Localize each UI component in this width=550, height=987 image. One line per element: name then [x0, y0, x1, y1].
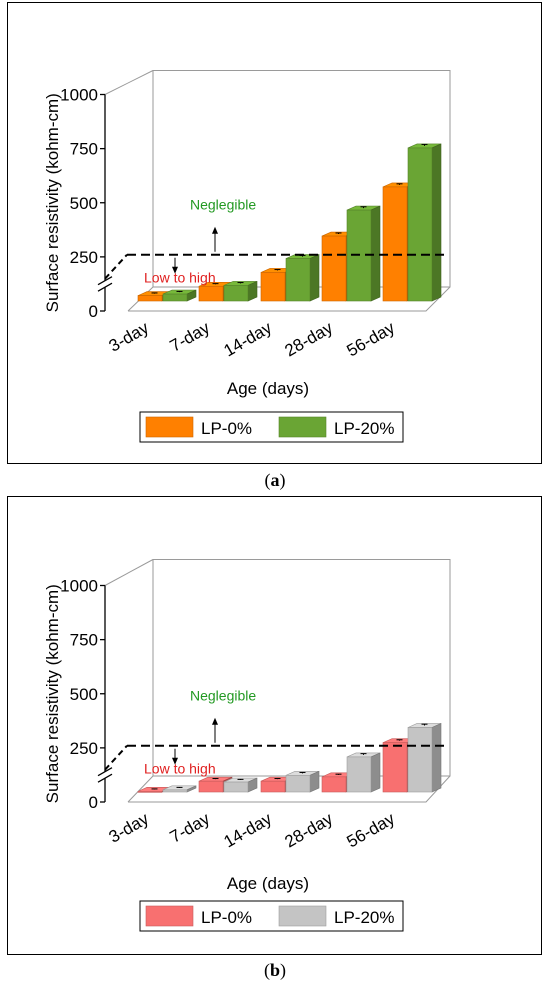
- a-y-tick-label: 0: [89, 302, 98, 321]
- b-y-tick-label: 1000: [60, 577, 98, 596]
- a-bar-side: [370, 205, 381, 302]
- b-x-axis-label: Age (days): [227, 874, 309, 893]
- a-bar-LP-20%-28-day: [346, 205, 381, 302]
- b-y-tick-label: 0: [89, 793, 98, 812]
- b-down-arrow-head: [172, 757, 178, 765]
- a-legend: LP-0% LP-20%: [139, 411, 404, 443]
- a-bar-front: [260, 272, 286, 302]
- a-axis-break-mark-bottom: [97, 282, 113, 292]
- a-legend-swatch: [278, 416, 327, 438]
- chart-panel-b: 0 250 500 750 1000 Surface resistivity (kohm-…: [7, 496, 542, 955]
- a-bar-LP-20%-7-day: [223, 280, 258, 302]
- a-bar-front: [285, 258, 311, 302]
- b-x-tick-label: 28-day: [281, 809, 336, 852]
- b-legend-label: LP-0%: [201, 908, 252, 927]
- b-x-tick-label: 3-day: [106, 809, 153, 847]
- b-axis-break-mark-bottom: [97, 773, 113, 783]
- a-annotation-above: Neglegible: [190, 197, 256, 213]
- a-x-axis-label: Age (days): [227, 379, 309, 398]
- a-x-tick-label: 7-day: [167, 318, 214, 356]
- a-bar-side: [309, 254, 320, 302]
- b-annotation-below: Low to high: [144, 761, 216, 777]
- a-x-tick-label: 56-day: [343, 318, 398, 361]
- b-bar-front: [137, 791, 163, 793]
- b-bar-front: [285, 775, 311, 793]
- a-down-arrow-head: [172, 266, 178, 274]
- chart-panel-a: 0 250 500 750 1000 Surface resistivity (kohm-…: [7, 2, 542, 464]
- a-y-tick-label: 750: [70, 140, 98, 159]
- b-bar-front: [321, 776, 347, 793]
- b-bar-front: [223, 781, 249, 793]
- b-bar-front: [407, 727, 433, 793]
- a-bar-front: [137, 295, 163, 302]
- caption-a-letter: a: [270, 470, 280, 490]
- b-bar-side: [370, 752, 381, 793]
- a-bar-front: [198, 285, 224, 302]
- a-bar-LP-20%-14-day: [285, 254, 320, 302]
- b-annotation-above: Neglegible: [190, 688, 256, 704]
- a-bar-front: [382, 186, 408, 302]
- b-bar-front: [382, 742, 408, 793]
- b-floor-front-edge: [128, 775, 451, 803]
- a-bar-front: [162, 293, 188, 302]
- a-axis-break-mark-top: [97, 276, 113, 286]
- b-legend-swatch: [145, 905, 194, 927]
- a-bar-side: [431, 143, 442, 302]
- b-axis-break-mark-top: [97, 767, 113, 777]
- b-floor-left-edge: [127, 775, 154, 803]
- a-x-tick-label: 28-day: [281, 318, 336, 361]
- b-x-tick-label: 14-day: [220, 809, 275, 852]
- a-y-tick-label: 1000: [60, 86, 98, 105]
- a-legend-label: LP-20%: [334, 419, 394, 438]
- a-y-tick-label: 500: [70, 194, 98, 213]
- b-up-arrow-head: [212, 717, 218, 725]
- a-bar-front: [321, 235, 347, 302]
- b-bar-side: [431, 723, 442, 793]
- a-bar-front: [223, 285, 249, 302]
- b-bar-front: [260, 780, 286, 793]
- a-x-tick-label: 3-day: [106, 318, 153, 356]
- a-top-depth-edge: [104, 70, 154, 95]
- b-legend-swatch: [278, 905, 327, 927]
- b-x-tick-label: 56-day: [343, 809, 398, 852]
- b-legend: LP-0% LP-20%: [139, 900, 404, 932]
- b-y-tick-label: 750: [70, 631, 98, 650]
- a-legend-swatch: [145, 416, 194, 438]
- a-y-tick-label: 250: [70, 248, 98, 267]
- b-bar-LP-20%-28-day: [346, 752, 381, 793]
- b-bar-front: [162, 789, 188, 793]
- a-bar-LP-20%-3-day: [162, 289, 197, 302]
- b-bar-LP-20%-56-day: [407, 723, 442, 793]
- b-bar-LP-20%-7-day: [223, 777, 258, 793]
- a-annotation-below: Low to high: [144, 270, 216, 286]
- b-threshold-line-depth: [104, 745, 128, 771]
- b-bar-front: [346, 756, 372, 793]
- caption-b-letter: b: [269, 960, 280, 980]
- a-floor-front-edge: [128, 286, 451, 312]
- a-y-axis-label: Surface resistivity (kohm-cm): [43, 93, 62, 312]
- b-bar-LP-20%-3-day: [162, 785, 197, 793]
- a-legend-label: LP-0%: [201, 419, 252, 438]
- a-threshold-line-depth: [104, 254, 128, 280]
- b-y-tick-label: 250: [70, 739, 98, 758]
- caption-a: (a): [264, 470, 286, 490]
- b-bar-side: [309, 770, 320, 793]
- b-bar-front: [198, 780, 224, 793]
- b-bar-LP-20%-14-day: [285, 770, 320, 793]
- b-y-tick-label: 500: [70, 685, 98, 704]
- caption-b: (b): [263, 960, 286, 980]
- a-bar-LP-20%-56-day: [407, 143, 442, 302]
- b-y-axis-label: Surface resistivity (kohm-cm): [43, 584, 62, 803]
- a-bar-front: [407, 147, 433, 302]
- a-up-arrow-head: [212, 226, 218, 234]
- a-x-tick-label: 14-day: [220, 318, 275, 361]
- b-top-depth-edge: [104, 559, 154, 586]
- b-legend-label: LP-20%: [334, 908, 394, 927]
- b-x-tick-label: 7-day: [167, 809, 214, 847]
